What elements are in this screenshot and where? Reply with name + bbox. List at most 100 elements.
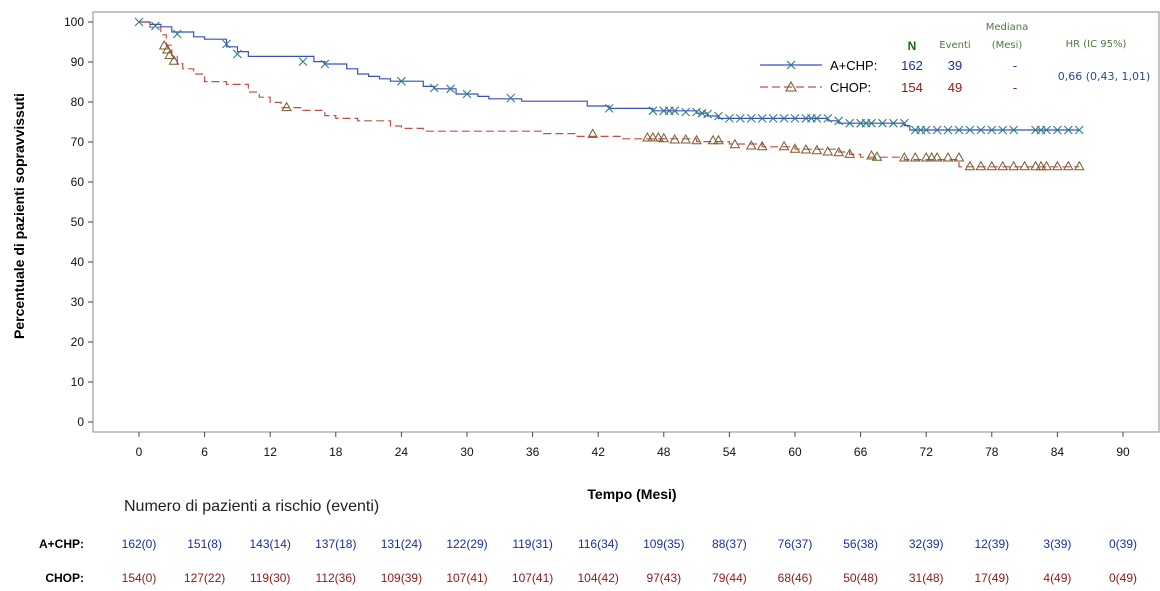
y-tick-label: 100 bbox=[64, 15, 84, 29]
legend-header-hr: HR (IC 95%) bbox=[1066, 39, 1127, 50]
censor-marker-a-chp bbox=[397, 76, 406, 86]
risk-table-title: Numero di pazienti a rischio (eventi) bbox=[124, 498, 379, 515]
censor-marker-a-chp bbox=[692, 107, 701, 117]
censor-marker-a-chp bbox=[222, 39, 231, 49]
censor-marker-a-chp bbox=[834, 116, 844, 126]
censor-marker-chop bbox=[642, 131, 653, 142]
risk-cell: 0(39) bbox=[1109, 537, 1137, 551]
risk-cell: 32(39) bbox=[909, 537, 944, 551]
risk-cell: 109(35) bbox=[643, 537, 684, 551]
censor-marker-chop bbox=[789, 143, 801, 153]
legend-n-chop: 154 bbox=[901, 80, 923, 95]
x-axis-title: Tempo (Mesi) bbox=[587, 486, 676, 502]
risk-cell: 50(48) bbox=[843, 571, 878, 585]
risk-cell: 122(29) bbox=[446, 537, 487, 551]
censor-marker-a-chp bbox=[233, 49, 242, 59]
censor-marker-chop bbox=[658, 132, 670, 143]
series-line-a-chp bbox=[139, 21, 1080, 131]
censor-marker-chop bbox=[745, 139, 757, 150]
censor-marker-a-chp bbox=[878, 118, 887, 128]
censor-marker-a-chp bbox=[943, 125, 953, 135]
censor-marker-chop bbox=[164, 49, 175, 60]
risk-cell: 154(0) bbox=[122, 571, 157, 585]
x-tick-label: 0 bbox=[136, 445, 143, 459]
legend-mediana-a-chp: - bbox=[1013, 58, 1017, 73]
censor-marker-chop bbox=[652, 131, 664, 142]
x-tick-label: 60 bbox=[788, 445, 802, 459]
censor-marker-chop bbox=[1035, 160, 1047, 171]
censor-marker-a-chp bbox=[446, 84, 455, 94]
censor-marker-a-chp bbox=[670, 106, 680, 116]
y-tick-label: 10 bbox=[71, 375, 85, 389]
legend-hr-value: 0,66 (0,43, 1,01) bbox=[1058, 70, 1151, 83]
risk-cell: 131(24) bbox=[381, 537, 422, 551]
censor-marker-a-chp bbox=[1063, 125, 1073, 135]
censor-marker-chop bbox=[909, 151, 921, 162]
censor-marker-chop bbox=[822, 145, 834, 156]
censor-marker-a-chp bbox=[845, 118, 855, 128]
censor-marker-a-chp bbox=[506, 93, 516, 103]
censor-marker-a-chp bbox=[823, 114, 833, 123]
risk-cell: 107(41) bbox=[446, 571, 487, 585]
risk-cell: 162(0) bbox=[122, 537, 157, 551]
x-tick-label: 48 bbox=[657, 445, 671, 459]
x-tick-label: 84 bbox=[1051, 445, 1065, 459]
censor-marker-chop bbox=[997, 160, 1009, 171]
censor-marker-a-chp bbox=[1074, 125, 1084, 135]
censor-marker-a-chp bbox=[429, 83, 439, 93]
censor-marker-chop bbox=[953, 151, 965, 162]
censor-marker-chop bbox=[778, 140, 790, 151]
risk-cell: 79(44) bbox=[712, 571, 747, 585]
plot-frame bbox=[92, 11, 1160, 433]
censor-marker-chop bbox=[1052, 160, 1063, 171]
censor-marker-chop bbox=[162, 43, 173, 54]
censor-marker-chop bbox=[756, 140, 768, 151]
risk-cell: 31(48) bbox=[909, 571, 944, 585]
risk-cell: 137(18) bbox=[315, 537, 356, 551]
x-tick-label: 6 bbox=[201, 445, 208, 459]
censor-marker-chop bbox=[898, 151, 910, 162]
risk-cell: 88(37) bbox=[712, 537, 747, 551]
censor-marker-chop bbox=[800, 143, 812, 154]
risk-cell: 3(39) bbox=[1043, 537, 1071, 551]
x-tick-label: 78 bbox=[985, 445, 999, 459]
y-tick-label: 80 bbox=[71, 95, 85, 109]
censor-marker-a-chp bbox=[151, 21, 160, 31]
legend-marker-a-chp bbox=[786, 60, 796, 70]
censor-marker-chop bbox=[691, 134, 702, 145]
censor-marker-a-chp bbox=[976, 125, 986, 135]
censor-marker-chop bbox=[942, 151, 954, 162]
censor-marker-chop bbox=[1019, 160, 1030, 171]
legend-header-mediana: Mediana bbox=[986, 22, 1029, 33]
risk-table: A+CHP: 162(0) 151(8) 143(14) 137(18) 131(24) 1… bbox=[39, 537, 1137, 585]
y-tick-label: 30 bbox=[71, 295, 85, 309]
y-tick-label: 50 bbox=[71, 215, 85, 229]
risk-cell: 56(38) bbox=[843, 537, 878, 551]
censor-marker-chop bbox=[986, 160, 998, 171]
censor-marker-a-chp bbox=[320, 59, 330, 69]
risk-cell: 0(49) bbox=[1109, 571, 1137, 585]
y-tick-label: 60 bbox=[71, 175, 85, 189]
series-line-chop bbox=[139, 21, 1080, 168]
risk-cell: 17(49) bbox=[974, 571, 1009, 585]
y-tick-label: 70 bbox=[71, 135, 85, 149]
censor-marker-a-chp bbox=[462, 89, 472, 99]
censor-marker-a-chp bbox=[298, 57, 308, 66]
censor-markers bbox=[134, 17, 1085, 171]
y-tick-label: 40 bbox=[71, 255, 85, 269]
legend-header-mesi: (Mesi) bbox=[992, 40, 1023, 51]
censor-marker-chop bbox=[158, 39, 170, 50]
censor-marker-a-chp bbox=[889, 118, 898, 128]
legend-header-eventi: Eventi bbox=[939, 40, 970, 51]
censor-marker-chop bbox=[1041, 160, 1052, 171]
legend-label-chop: CHOP: bbox=[830, 80, 871, 95]
legend-eventi-a-chp: 39 bbox=[948, 58, 962, 73]
censor-marker-a-chp bbox=[746, 114, 756, 123]
censor-marker-a-chp bbox=[681, 107, 691, 117]
censor-marker-chop bbox=[866, 149, 877, 160]
censor-marker-chop bbox=[647, 131, 659, 142]
censor-marker-a-chp bbox=[735, 114, 745, 123]
risk-row-label: CHOP: bbox=[45, 571, 84, 585]
censor-marker-a-chp bbox=[921, 125, 931, 135]
